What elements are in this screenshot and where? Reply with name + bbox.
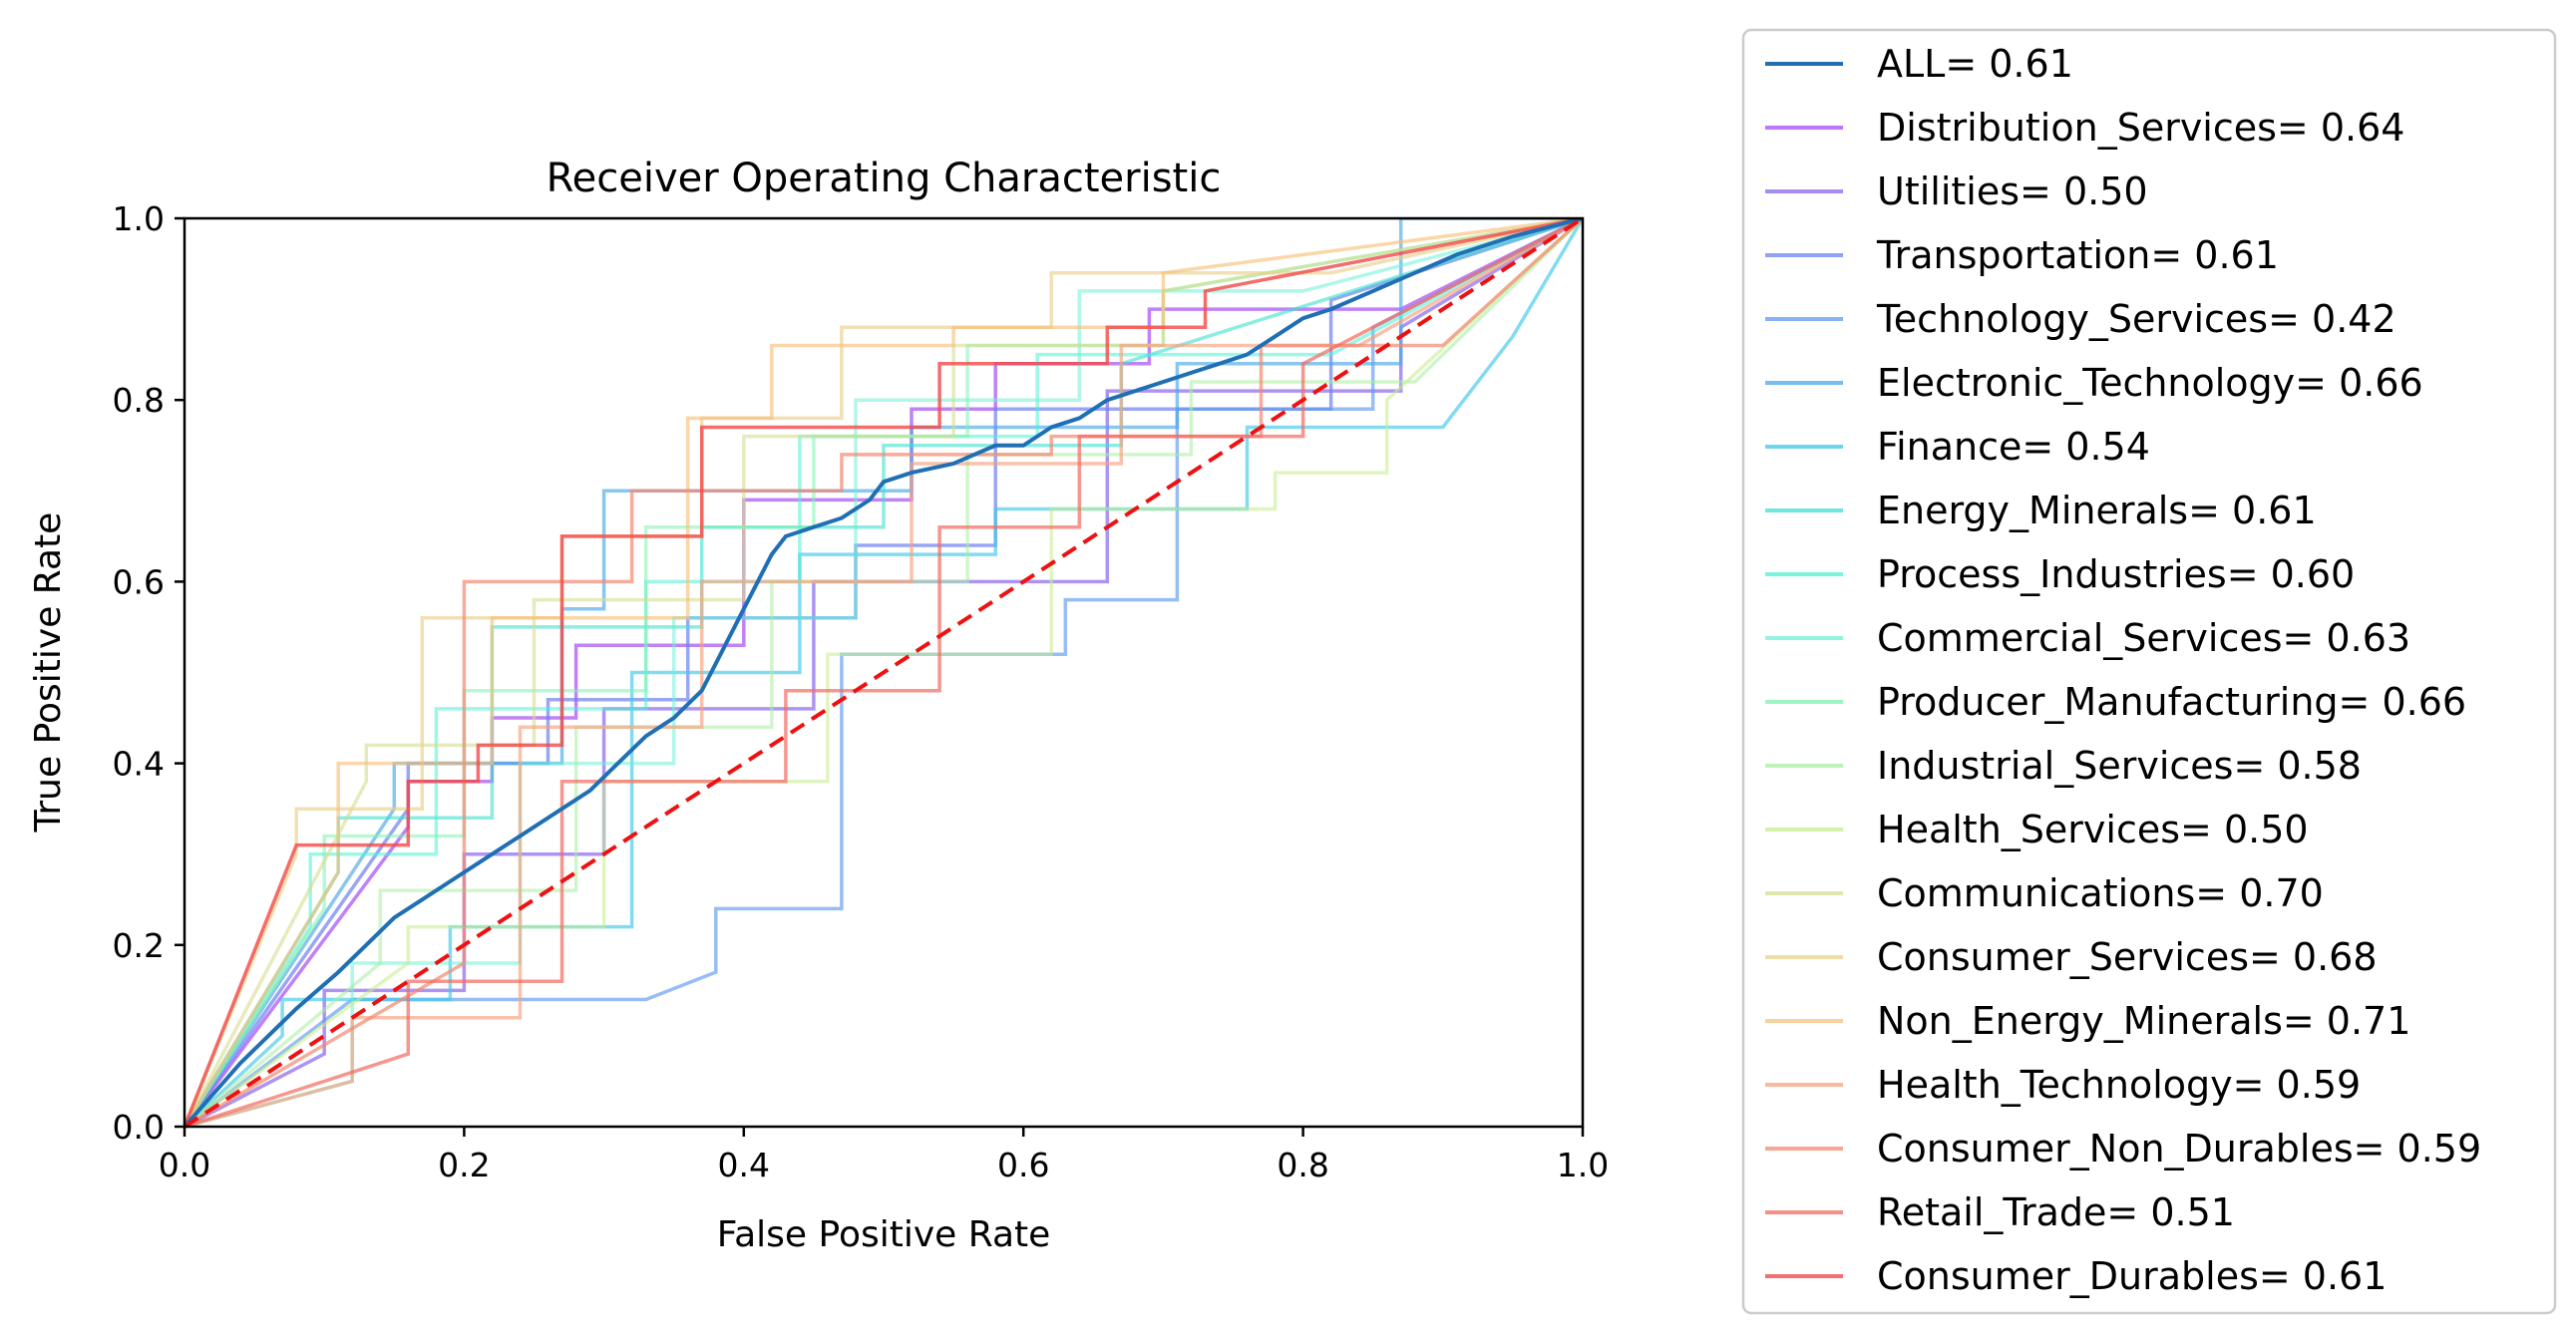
- legend-frame: [1741, 28, 2557, 1315]
- series-line-18: [184, 218, 1583, 1127]
- plot-frame: [183, 216, 1585, 1129]
- legend-label-7: Energy_Minerals= 0.61: [1877, 489, 2317, 532]
- legend-label-13: Communications= 0.70: [1877, 871, 2324, 915]
- legend-label-19: Consumer_Durables= 0.61: [1877, 1254, 2387, 1298]
- legend-label-8: Process_Industries= 0.60: [1877, 552, 2355, 596]
- legend-label-3: Transportation= 0.61: [1876, 233, 2279, 277]
- legend-label-2: Utilities= 0.50: [1877, 169, 2148, 213]
- y-tick-label: 0.6: [113, 562, 165, 601]
- legend-label-15: Non_Energy_Minerals= 0.71: [1877, 999, 2410, 1043]
- y-axis-label: True Positive Rate: [28, 512, 69, 834]
- legend-label-0: ALL= 0.61: [1877, 42, 2073, 86]
- legend-label-9: Commercial_Services= 0.63: [1877, 616, 2410, 660]
- legend-label-4: Technology_Services= 0.42: [1876, 297, 2396, 341]
- legend-label-11: Industrial_Services= 0.58: [1877, 744, 2362, 788]
- legend-label-5: Electronic_Technology= 0.66: [1877, 361, 2423, 405]
- legend-label-1: Distribution_Services= 0.64: [1877, 106, 2404, 150]
- x-tick-label: 0.2: [438, 1146, 490, 1184]
- x-tick-label: 1.0: [1557, 1146, 1609, 1184]
- legend-label-16: Health_Technology= 0.59: [1877, 1063, 2361, 1107]
- legend-items: ALL= 0.61 Distribution_Services= 0.64 Util…: [1765, 42, 2481, 1298]
- x-tick-label: 0.0: [159, 1146, 210, 1184]
- plot-area: [183, 216, 1585, 1129]
- x-tick-label: 0.4: [718, 1146, 770, 1184]
- x-tick-label: 0.8: [1277, 1146, 1328, 1184]
- legend-label-12: Health_Services= 0.50: [1877, 808, 2309, 851]
- x-axis-label: False Positive Rate: [717, 1214, 1051, 1255]
- legend-label-10: Producer_Manufacturing= 0.66: [1877, 680, 2466, 724]
- legend: ALL= 0.61 Distribution_Services= 0.64 Util…: [1741, 28, 2557, 1315]
- series-line-6: [184, 218, 1583, 1127]
- legend-label-18: Retail_Trade= 0.51: [1877, 1190, 2235, 1234]
- series-layer: [184, 218, 1583, 1127]
- legend-label-14: Consumer_Services= 0.68: [1877, 935, 2378, 979]
- series-line-13: [184, 218, 1583, 1127]
- legend-label-6: Finance= 0.54: [1877, 425, 2150, 469]
- y-tick-label: 0.0: [113, 1108, 165, 1147]
- y-tick-label: 1.0: [113, 199, 165, 238]
- series-line-0: [184, 218, 1583, 1127]
- y-axis: 0.0 0.2 0.4 0.6 0.8 1.0: [113, 199, 184, 1147]
- x-axis: 0.0 0.2 0.4 0.6 0.8 1.0: [159, 1127, 1609, 1184]
- x-tick-label: 0.6: [997, 1146, 1049, 1184]
- y-tick-label: 0.8: [113, 381, 165, 420]
- y-tick-label: 0.2: [113, 926, 165, 965]
- chart-title: Receiver Operating Characteristic: [547, 156, 1222, 201]
- series-line-19: [184, 218, 1583, 1127]
- y-tick-label: 0.4: [113, 745, 165, 784]
- legend-label-17: Consumer_Non_Durables= 0.59: [1877, 1127, 2481, 1171]
- chance-diagonal-line: [183, 216, 1585, 1129]
